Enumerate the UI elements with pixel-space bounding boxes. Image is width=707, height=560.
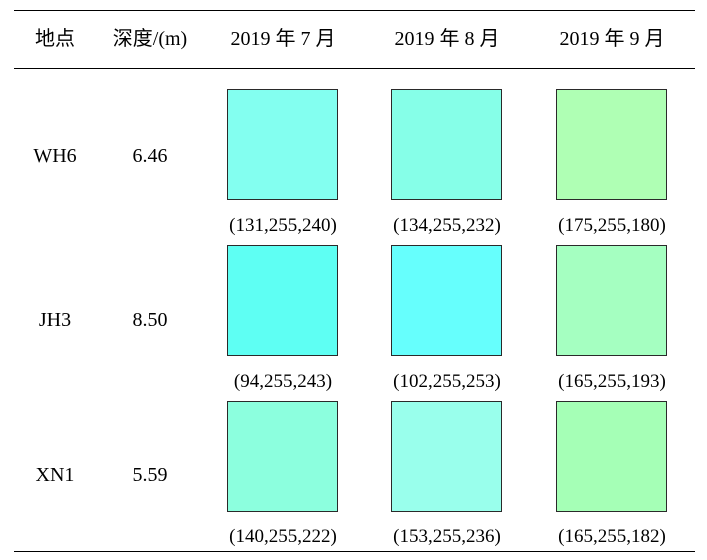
color-swatch	[227, 401, 338, 512]
row-location: JH3	[38, 309, 72, 331]
bottom-rule	[14, 551, 695, 552]
header-location: 地点	[35, 28, 75, 50]
color-swatch	[556, 245, 667, 356]
rgb-label: (175,255,180)	[558, 215, 666, 236]
header-rule	[14, 68, 695, 69]
rgb-label: (140,255,222)	[229, 526, 337, 547]
rgb-label: (102,255,253)	[393, 371, 501, 392]
header-month-july: 2019 年 7 月	[230, 28, 336, 50]
row-location: XN1	[35, 464, 75, 486]
rgb-label: (165,255,193)	[558, 371, 666, 392]
row-depth: 8.50	[132, 309, 168, 331]
header-month-september: 2019 年 9 月	[559, 28, 665, 50]
top-rule	[14, 10, 695, 11]
color-swatch	[391, 401, 502, 512]
rgb-label: (153,255,236)	[393, 526, 501, 547]
rgb-label: (131,255,240)	[229, 215, 337, 236]
color-swatch	[556, 401, 667, 512]
rgb-label: (94,255,243)	[233, 371, 333, 392]
color-swatch	[227, 89, 338, 200]
rgb-label: (165,255,182)	[558, 526, 666, 547]
rgb-label: (134,255,232)	[393, 215, 501, 236]
color-swatch	[391, 89, 502, 200]
color-swatch	[556, 89, 667, 200]
row-depth: 5.59	[132, 464, 168, 486]
row-depth: 6.46	[132, 145, 168, 167]
header-month-august: 2019 年 8 月	[394, 28, 500, 50]
header-depth: 深度/(m)	[112, 28, 188, 50]
color-swatch	[391, 245, 502, 356]
row-location: WH6	[33, 145, 77, 167]
color-swatch	[227, 245, 338, 356]
